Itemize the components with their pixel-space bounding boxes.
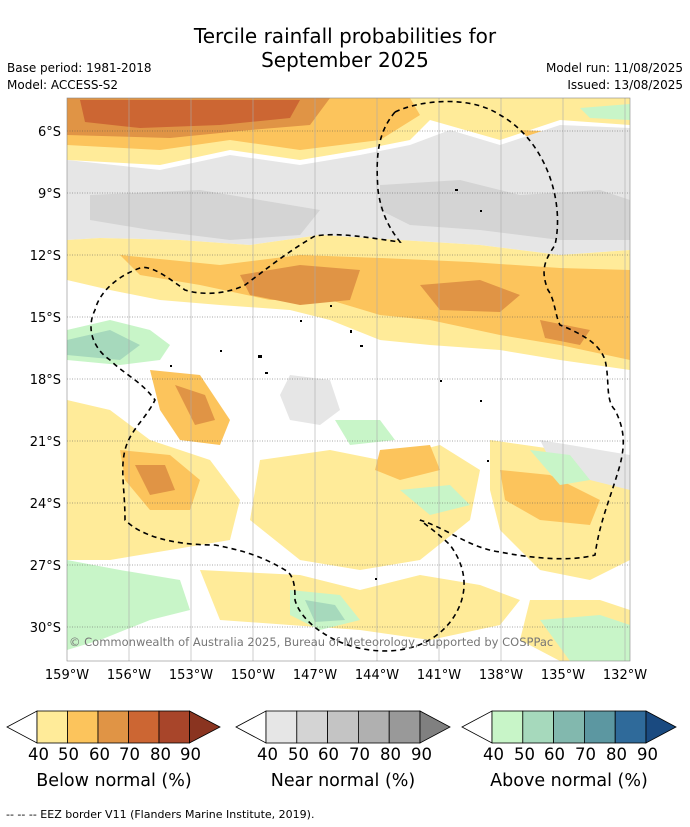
colorbar-below	[6, 710, 221, 744]
lat-label: 24°S	[30, 497, 61, 512]
lon-label: 144°W	[355, 668, 399, 683]
tick-label: 80	[380, 745, 401, 764]
tick-label: 90	[637, 745, 658, 764]
below-region-south	[200, 570, 520, 640]
colorbar-near	[235, 710, 451, 744]
title-line-2: September 2025	[261, 48, 429, 72]
tick-label: 90	[180, 745, 201, 764]
lon-label: 153°W	[169, 668, 213, 683]
above-small-ne	[580, 104, 630, 120]
lat-label: 30°S	[30, 621, 61, 636]
colorbar-above-title: Above normal (%)	[490, 771, 648, 791]
tick-label: 40	[483, 745, 504, 764]
tick-label: 50	[514, 745, 535, 764]
map-meridians	[128, 98, 626, 661]
lon-label: 147°W	[293, 668, 337, 683]
tick-label: 70	[349, 745, 370, 764]
below-region-sw-60	[135, 465, 175, 495]
near-region-se	[540, 440, 630, 490]
title-line-1: Tercile rainfall probabilities for	[193, 24, 497, 48]
eez-legend-note: -- -- -- EEZ border V11 (Flanders Marine…	[6, 808, 315, 821]
below-region-se-50	[500, 470, 600, 525]
tick-label: 80	[150, 745, 171, 764]
tick-label: 50	[58, 745, 79, 764]
probability-field	[67, 98, 630, 661]
map-frame	[66, 97, 631, 662]
lon-label: 141°W	[417, 668, 461, 683]
tick-label: 70	[119, 745, 140, 764]
below-region-s-central-50	[375, 445, 440, 480]
tick-label: 40	[28, 745, 49, 764]
lon-label: 138°W	[479, 668, 523, 683]
issued-label: Issued: 13/08/2025	[567, 78, 683, 92]
lat-label: 27°S	[30, 559, 61, 574]
lat-label: 9°S	[38, 187, 61, 202]
lat-label: 12°S	[30, 249, 61, 264]
lon-label: 156°W	[107, 668, 151, 683]
copyright-text: © Commonwealth of Australia 2025, Bureau…	[69, 635, 553, 649]
tick-label: 60	[544, 745, 565, 764]
tick-label: 60	[318, 745, 339, 764]
above-region-central	[335, 420, 395, 445]
lat-label: 15°S	[30, 311, 61, 326]
below-region-mid-60b	[420, 280, 520, 312]
near-region-band-50b	[380, 180, 630, 240]
lon-label: 135°W	[541, 668, 585, 683]
lat-label: 21°S	[30, 435, 61, 450]
base-period-label: Base period: 1981-2018	[7, 61, 152, 75]
near-region-central	[280, 375, 340, 425]
below-region-mid-60c	[540, 320, 590, 345]
tick-label: 50	[288, 745, 309, 764]
eez-border	[90, 100, 625, 652]
lon-label: 150°W	[231, 668, 275, 683]
tick-label: 70	[575, 745, 596, 764]
above-region-sw-low	[67, 560, 190, 650]
island-markers	[170, 189, 489, 580]
longitude-labels: 159°W 156°W 153°W 150°W 147°W 144°W 141°…	[45, 668, 647, 683]
below-region-s-central	[250, 445, 480, 570]
tick-label: 40	[257, 745, 278, 764]
colorbar-below-title: Below normal (%)	[36, 771, 192, 791]
lat-label: 18°S	[30, 373, 61, 388]
model-label: Model: ACCESS-S2	[7, 78, 119, 92]
colorbar-above	[461, 710, 677, 744]
near-region-band-50	[90, 190, 320, 240]
colorbar-near-title: Near normal (%)	[270, 771, 416, 791]
model-run-label: Model run: 11/08/2025	[545, 61, 683, 75]
above-region-s-mid	[400, 485, 470, 515]
lon-label: 132°W	[603, 668, 647, 683]
latitude-labels: 6°S 9°S 12°S 15°S 18°S 21°S 24°S 27°S 30…	[30, 125, 61, 636]
below-region-swn-60	[175, 385, 215, 425]
below-region-north-70	[80, 100, 300, 128]
lat-label: 6°S	[38, 125, 61, 140]
lon-label: 159°W	[45, 668, 89, 683]
tick-label: 60	[89, 745, 110, 764]
tick-label: 90	[411, 745, 432, 764]
below-region-mid-60a	[240, 265, 360, 305]
above-region-west-60	[67, 330, 140, 360]
tick-label: 80	[606, 745, 627, 764]
above-region-se	[530, 450, 590, 485]
above-region-south-east	[540, 615, 630, 661]
